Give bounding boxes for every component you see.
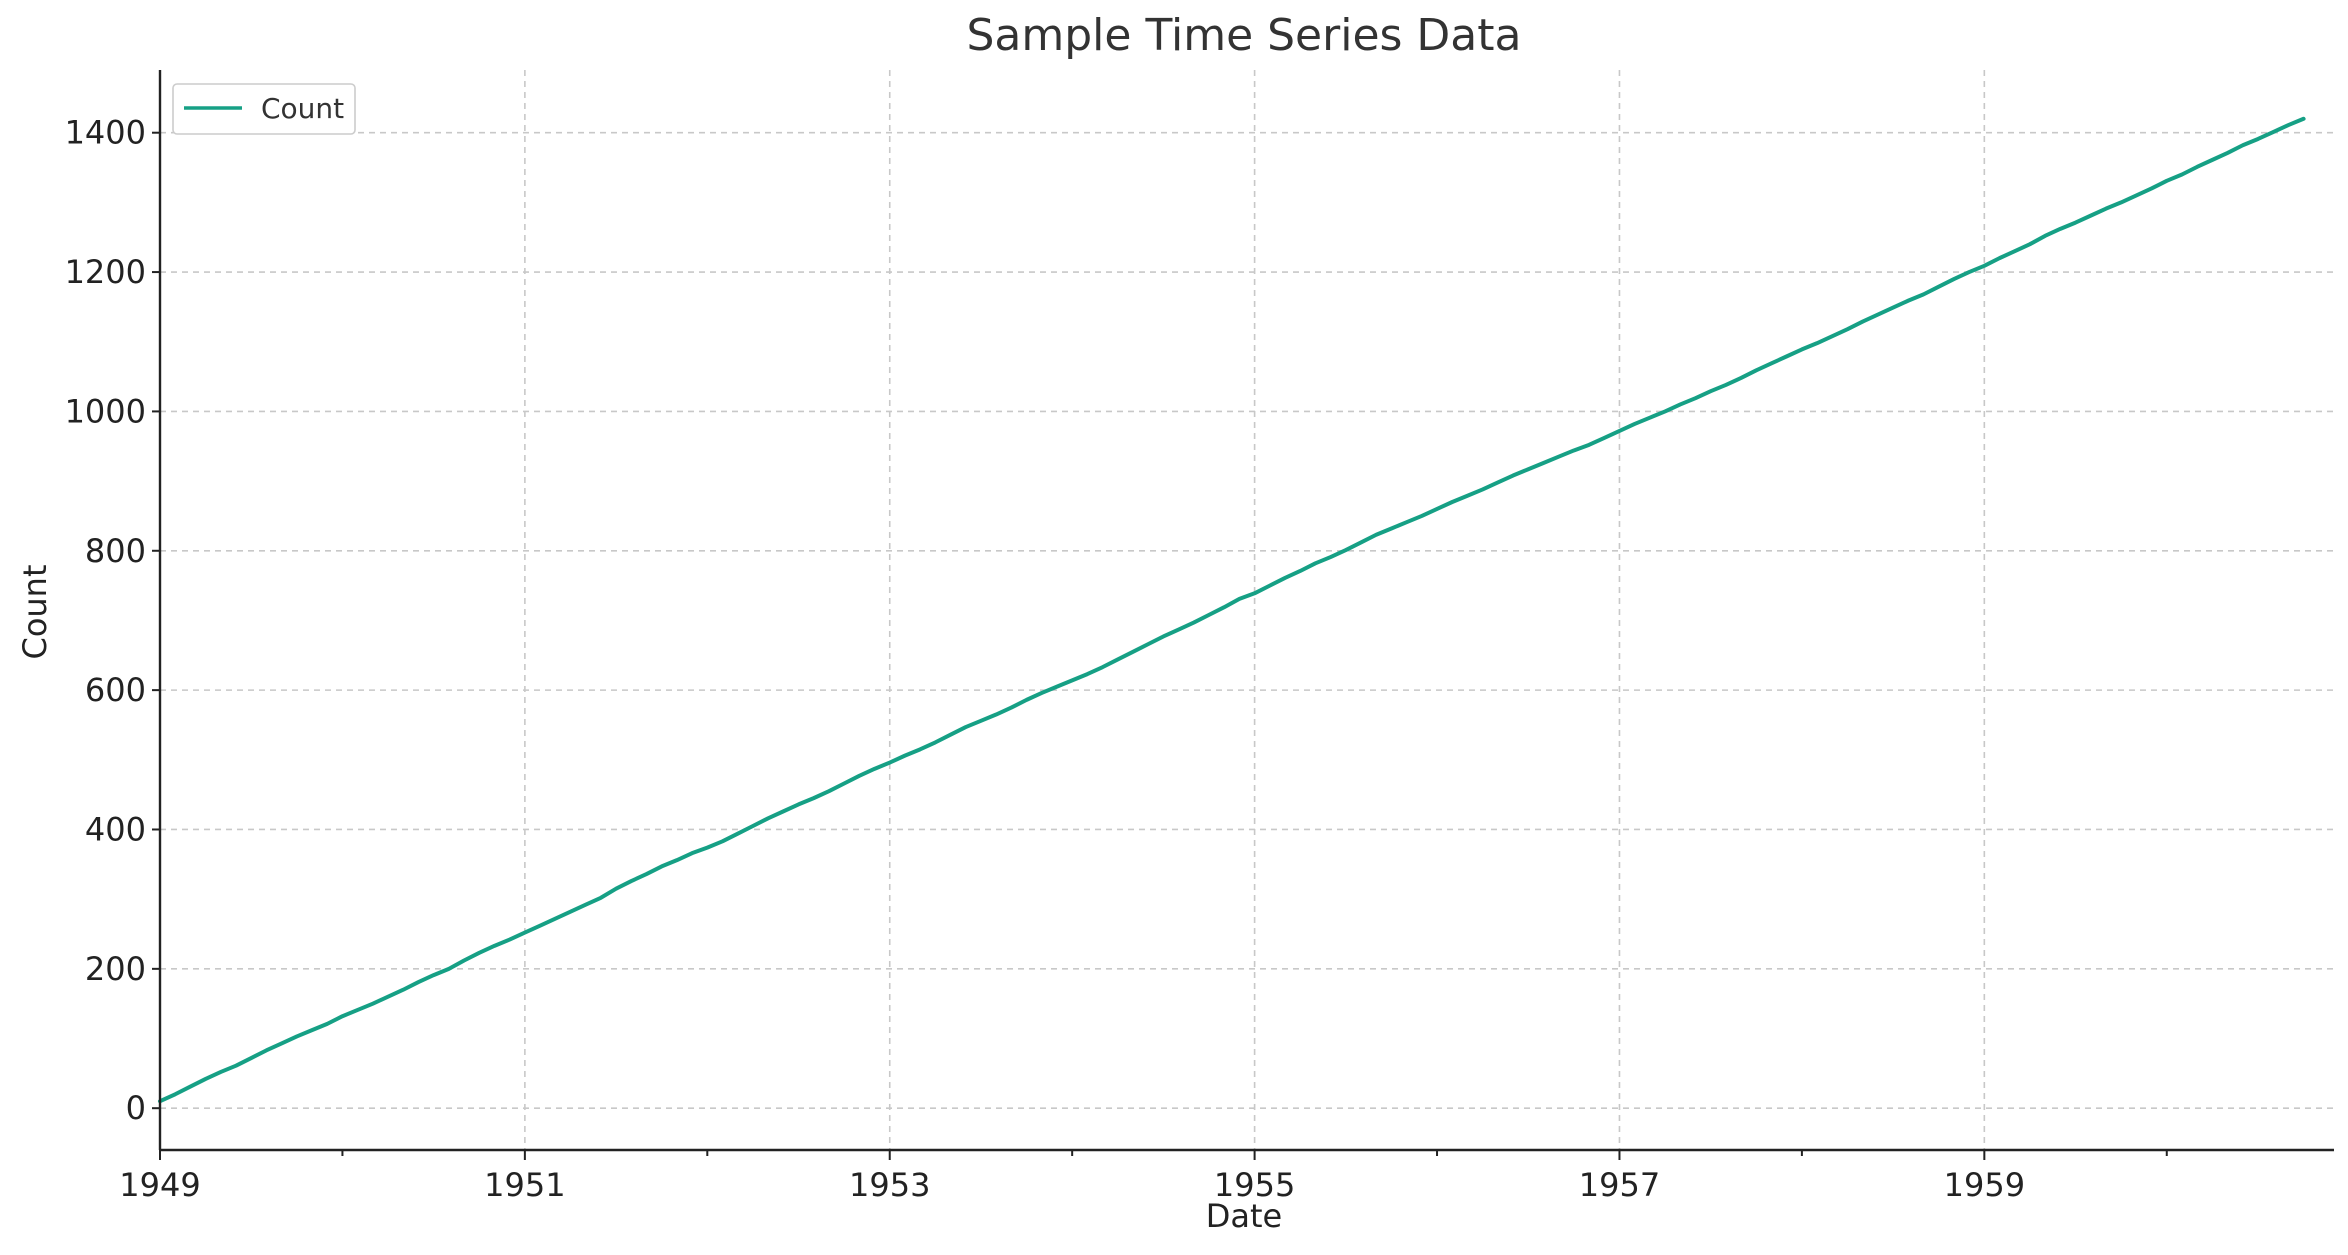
y-tick-label: 0 (126, 1089, 146, 1127)
y-tick-label: 200 (85, 950, 146, 988)
x-tick-label: 1957 (1579, 1166, 1660, 1204)
x-tick-label: 1953 (849, 1166, 930, 1204)
y-tick-label: 800 (85, 532, 146, 570)
grid (159, 70, 2334, 1150)
legend: Count (172, 83, 356, 135)
legend-entry-count: Count (261, 92, 344, 125)
x-tick-label: 1949 (119, 1166, 200, 1204)
x-axis-label: Date (1206, 1197, 1282, 1235)
y-tick-label: 1400 (65, 114, 146, 152)
chart-title: Sample Time Series Data (967, 10, 1522, 61)
y-tick-label: 600 (85, 671, 146, 709)
x-tick-label: 1955 (1214, 1166, 1295, 1204)
series-layer (158, 116, 2306, 1104)
y-tick-label: 1200 (65, 253, 146, 291)
y-tick-label: 400 (85, 810, 146, 848)
tick-labels: 0 200 400 600 800 1000 1200 1400 1949 1951 1953 195… (65, 114, 2025, 1204)
legend-box (172, 83, 356, 135)
axes (152, 70, 2334, 1160)
y-axis-label: Count (16, 564, 54, 659)
x-tick-label: 1959 (1944, 1166, 2025, 1204)
y-tick-label: 1000 (65, 392, 146, 430)
x-tick-label: 1951 (484, 1166, 565, 1204)
series-line-count (158, 116, 2306, 1104)
